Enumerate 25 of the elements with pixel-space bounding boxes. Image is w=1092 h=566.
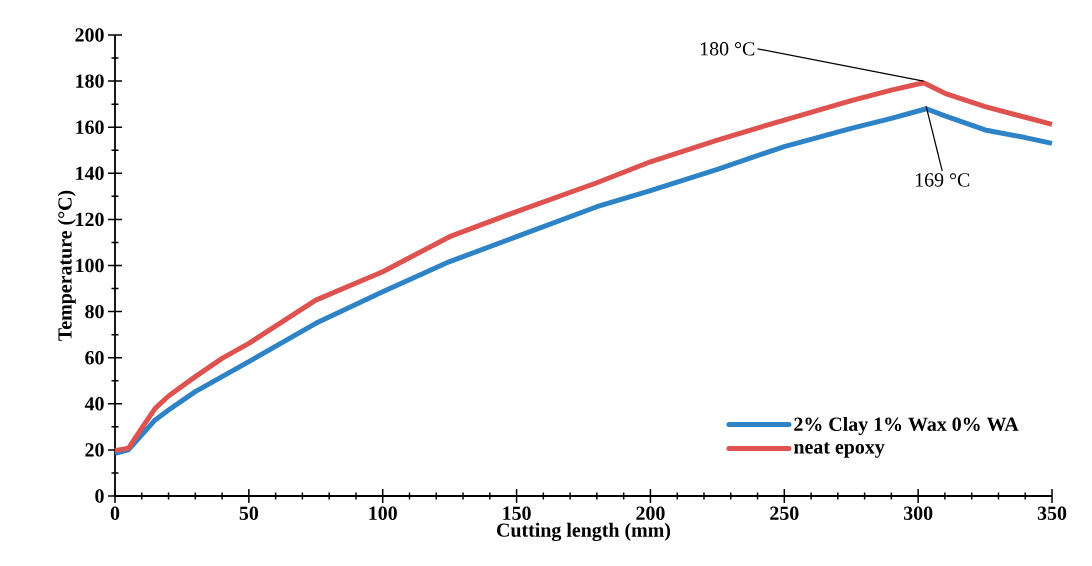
legend-label: 2% Clay 1% Wax 0% WA <box>794 416 1019 436</box>
x-tick-label: 200 <box>636 506 665 520</box>
y-tick-label: 80 <box>85 304 104 319</box>
x-tick-label: 150 <box>503 506 531 520</box>
x-axis-title: Cutting length (mm) <box>497 522 671 542</box>
x-tick-label: 50 <box>239 506 259 520</box>
legend-label: neat epoxy <box>793 442 885 458</box>
y-tick-label: 40 <box>84 397 104 411</box>
x-tick-label: 100 <box>369 506 397 520</box>
annotation: 169 °C <box>915 173 970 187</box>
x-tick-label: 250 <box>770 506 799 520</box>
y-tick-label: 140 <box>76 166 104 181</box>
y-axis-title: Temperature (°C) <box>57 190 76 341</box>
x-tick-label: 350 <box>1037 506 1067 520</box>
y-tick-label: 100 <box>76 258 104 273</box>
y-tick-label: 120 <box>76 212 104 227</box>
x-tick-label: 0 <box>110 506 120 520</box>
annotation: 180 °C <box>700 42 755 56</box>
y-tick-label: 200 <box>75 28 104 42</box>
y-tick-label: 20 <box>85 443 104 457</box>
x-tick-label: 300 <box>903 506 933 520</box>
y-tick-label: 180 <box>76 74 104 88</box>
y-tick-label: 60 <box>85 350 104 365</box>
y-tick-label: 160 <box>76 120 104 134</box>
y-tick-label: 0 <box>95 489 104 503</box>
